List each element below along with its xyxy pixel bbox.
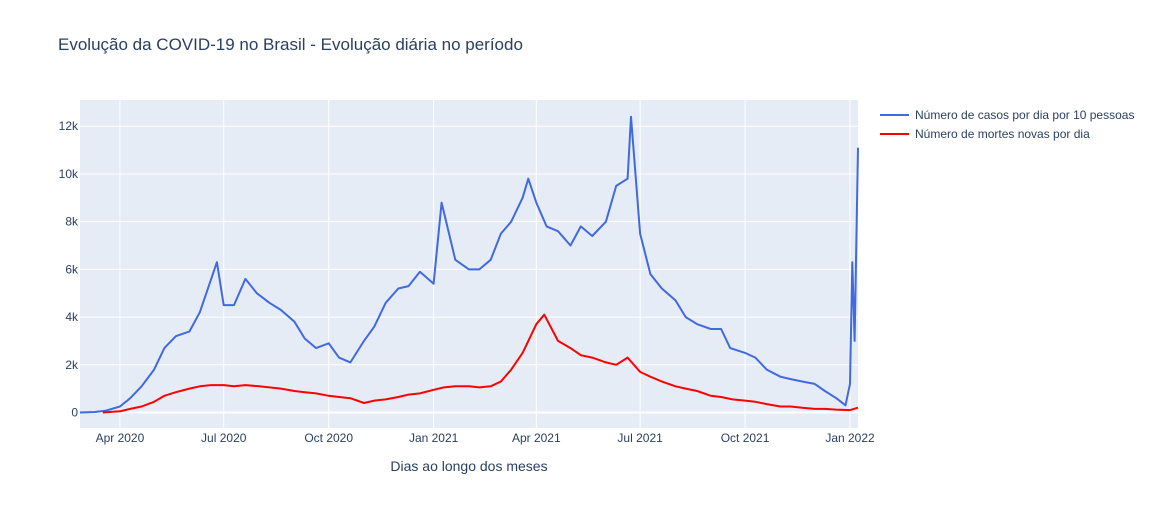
x-tick-label: Jan 2022 — [825, 431, 875, 445]
y-tick-label: 4k — [65, 310, 79, 324]
x-tick-label: Jan 2021 — [409, 431, 459, 445]
plot-background — [80, 100, 858, 428]
y-tick-label: 8k — [65, 215, 79, 229]
series-layer — [79, 115, 859, 414]
legend-item[interactable]: Número de mortes novas por dia — [880, 127, 1090, 141]
y-tick-label: 10k — [59, 167, 79, 181]
legend[interactable]: Número de casos por dia por 10 pessoas Nú… — [880, 108, 1134, 141]
x-axis-title: Dias ao longo dos meses — [390, 458, 547, 474]
x-tick-label: Apr 2021 — [512, 431, 561, 445]
y-tick-label: 2k — [65, 358, 79, 372]
y-tick-label: 6k — [65, 262, 79, 276]
x-tick-label: Oct 2020 — [304, 431, 353, 445]
y-tick-label: 0 — [71, 405, 78, 419]
x-gridlines — [119, 100, 851, 428]
y-gridlines — [80, 125, 858, 414]
y-tick-label: 12k — [59, 119, 79, 133]
chart-title: Evolução da COVID-19 no Brasil - Evoluçã… — [58, 35, 523, 54]
legend-label: Número de mortes novas por dia — [915, 127, 1090, 141]
series-line-cases — [79, 115, 859, 414]
legend-item[interactable]: Número de casos por dia por 10 pessoas — [880, 108, 1134, 122]
series-line-deaths — [102, 313, 859, 414]
y-tick-labels: 0 2k 4k 6k 8k 10k 12k — [59, 119, 79, 419]
x-tick-labels: Apr 2020 Jul 2020 Oct 2020 Jan 2021 Apr 2021… — [96, 431, 875, 445]
x-tick-label: Jul 2021 — [617, 431, 663, 445]
x-tick-label: Apr 2020 — [96, 431, 145, 445]
x-tick-label: Oct 2021 — [721, 431, 770, 445]
x-tick-label: Jul 2020 — [201, 431, 247, 445]
legend-label: Número de casos por dia por 10 pessoas — [915, 108, 1134, 122]
